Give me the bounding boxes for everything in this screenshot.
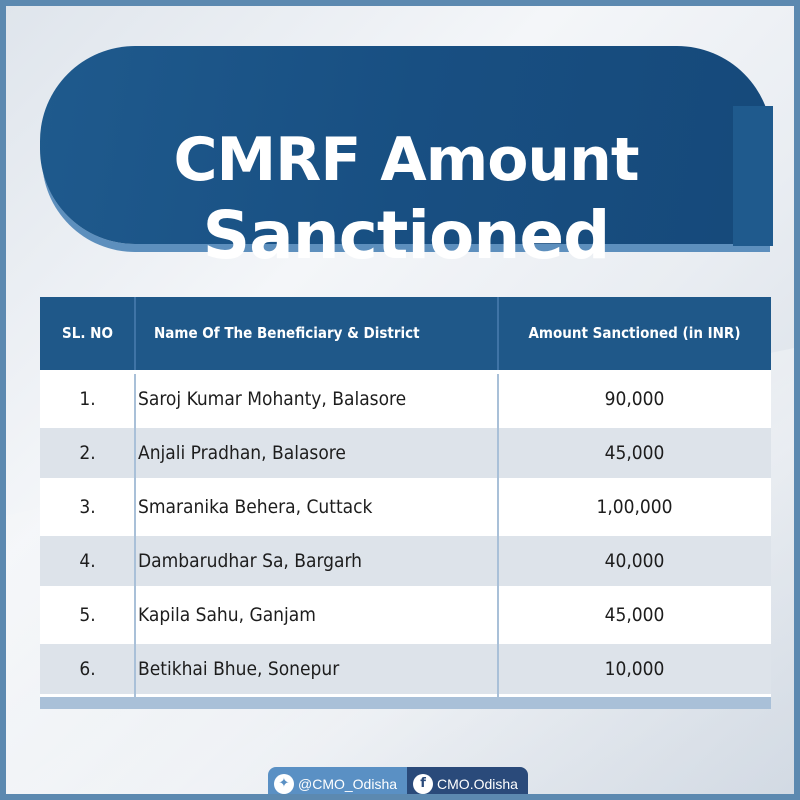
header-amount: Amount Sanctioned (in INR) <box>528 324 741 342</box>
facebook-handle: CMO.Odisha <box>437 775 518 792</box>
column-divider <box>497 374 499 697</box>
row-name: Anjali Pradhan, Balasore <box>138 442 346 464</box>
title-banner: CMRF Amount Sanctioned <box>40 46 773 274</box>
row-amount: 10,000 <box>604 658 665 680</box>
table-bottom-bar <box>40 697 771 709</box>
row-sl: 2. <box>79 442 96 464</box>
row-amount: 45,000 <box>604 442 665 464</box>
row-amount: 1,00,000 <box>596 496 673 518</box>
table-row: 6. Betikhai Bhue, Sonepur 10,000 <box>40 644 771 694</box>
beneficiary-table: SL. NO Name Of The Beneficiary & Distric… <box>40 297 771 709</box>
row-sl: 3. <box>79 496 96 518</box>
row-name: Betikhai Bhue, Sonepur <box>138 658 340 680</box>
header-divider <box>134 297 136 370</box>
header-name: Name Of The Beneficiary & District <box>154 324 420 342</box>
row-name: Dambarudhar Sa, Bargarh <box>138 550 363 572</box>
row-sl: 5. <box>79 604 96 626</box>
row-amount: 90,000 <box>604 388 665 410</box>
facebook-handle-badge[interactable]: f CMO.Odisha <box>407 767 528 794</box>
twitter-bird-icon: ✦ <box>274 773 294 794</box>
column-divider <box>134 374 136 697</box>
social-handles: ✦ @CMO_Odisha f CMO.Odisha <box>268 767 528 794</box>
table-row: 1. Saroj Kumar Mohanty, Balasore 90,000 <box>40 374 771 424</box>
twitter-handle: @CMO_Odisha <box>298 775 398 792</box>
header-divider <box>497 297 499 370</box>
table-row: 4. Dambarudhar Sa, Bargarh 40,000 <box>40 536 771 586</box>
table-row: 5. Kapila Sahu, Ganjam 45,000 <box>40 590 771 640</box>
table-row: 2. Anjali Pradhan, Balasore 45,000 <box>40 428 771 478</box>
title-line-2: Sanctioned <box>202 197 611 274</box>
row-name: Saroj Kumar Mohanty, Balasore <box>138 388 407 410</box>
row-sl: 4. <box>79 550 96 572</box>
header-sl-no: SL. NO <box>62 324 113 342</box>
row-amount: 45,000 <box>604 604 665 626</box>
facebook-icon: f <box>413 773 434 794</box>
title-line-1: CMRF Amount <box>173 125 639 195</box>
row-sl: 6. <box>79 658 96 680</box>
row-sl: 1. <box>79 388 96 410</box>
table-header: SL. NO Name Of The Beneficiary & Distric… <box>40 297 771 370</box>
row-name: Kapila Sahu, Ganjam <box>138 604 316 626</box>
table-row: 3. Smaranika Behera, Cuttack 1,00,000 <box>40 482 771 532</box>
row-name: Smaranika Behera, Cuttack <box>138 496 373 518</box>
row-amount: 40,000 <box>604 550 665 572</box>
twitter-handle-badge[interactable]: ✦ @CMO_Odisha <box>268 767 408 794</box>
